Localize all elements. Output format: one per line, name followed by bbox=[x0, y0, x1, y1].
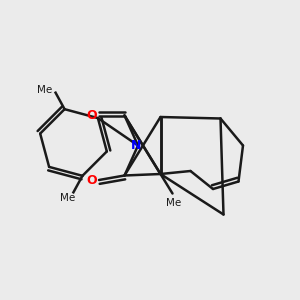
Text: O: O bbox=[86, 109, 97, 122]
Text: O: O bbox=[86, 173, 97, 187]
Text: Me: Me bbox=[60, 193, 75, 203]
Text: Me: Me bbox=[38, 85, 53, 95]
Text: N: N bbox=[131, 139, 142, 152]
Text: Me: Me bbox=[167, 197, 182, 208]
